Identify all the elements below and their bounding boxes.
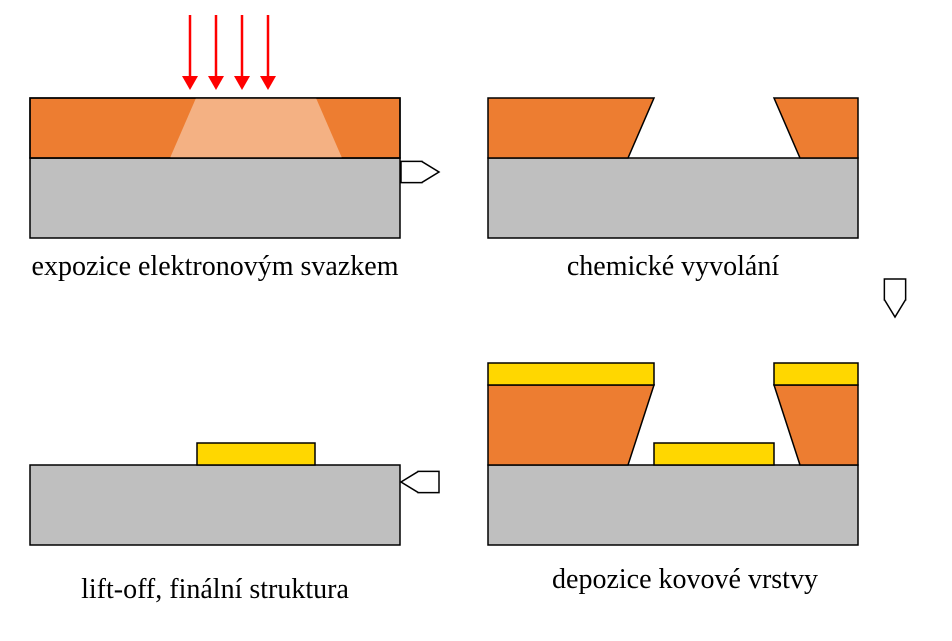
substrate <box>488 465 858 545</box>
substrate <box>30 158 400 238</box>
lithography-process-diagram: expozice elektronovým svazkem chemické vy… <box>0 0 952 641</box>
resist-left <box>488 385 654 465</box>
resist-left <box>488 98 654 158</box>
caption-step-2: chemické vyvolání <box>567 251 779 282</box>
metal-on-resist-right <box>774 363 858 385</box>
metal-on-resist-left <box>488 363 654 385</box>
caption-step-3: depozice kovové vrstvy <box>552 564 818 595</box>
exposed-region <box>170 98 342 158</box>
substrate <box>488 158 858 238</box>
metal-in-gap <box>654 443 774 465</box>
caption-step-4: lift-off, finální struktura <box>81 574 349 605</box>
caption-step-1: expozice elektronovým svazkem <box>32 251 399 282</box>
final-metal-structure <box>197 443 315 465</box>
substrate <box>30 465 400 545</box>
